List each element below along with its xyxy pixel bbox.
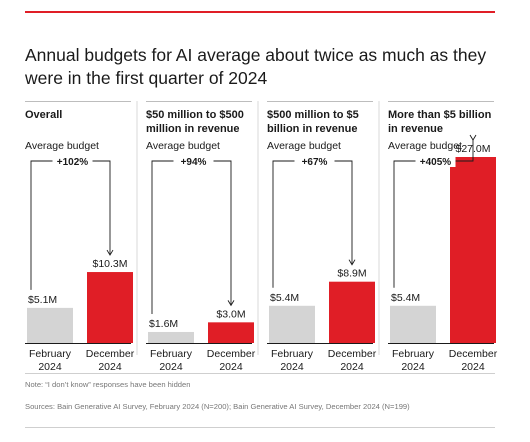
change-label-bg <box>415 154 456 167</box>
panel-subtitle: million in revenue <box>146 123 240 135</box>
panel-subtitle: billion in revenue <box>267 123 357 135</box>
value-label-december: $3.0M <box>216 308 245 320</box>
bar-december <box>329 281 375 343</box>
chart-area: Overall Average budget $5.1M $10.3M +102% Feb… <box>25 101 498 373</box>
panel-ylabel: Average budget <box>146 140 220 152</box>
change-label: +405% <box>420 157 452 168</box>
x-tick-month: February <box>150 348 193 360</box>
value-label-february: $5.4M <box>391 292 420 304</box>
panel-subtitle: in revenue <box>388 123 443 135</box>
value-label-december: $10.3M <box>92 258 127 270</box>
value-label-december: $8.9M <box>337 268 366 280</box>
change-connector <box>151 160 232 314</box>
change-label-bg <box>294 154 335 167</box>
x-tick-year: 2024 <box>340 361 364 373</box>
change-connector <box>30 160 111 290</box>
bar-february <box>269 305 315 343</box>
x-tick-year: 2024 <box>461 361 485 373</box>
x-tick-month: December <box>86 348 135 360</box>
chart-note: Note: “I don’t know” responses have been… <box>25 380 191 389</box>
change-label-bg <box>173 154 214 167</box>
bar-december <box>87 272 133 343</box>
chart-title: Annual budgets for AI average about twic… <box>25 45 487 88</box>
panel-subtitle: More than $5 billion <box>388 109 492 121</box>
value-label-february: $5.4M <box>270 292 299 304</box>
change-label: +102% <box>57 157 89 168</box>
chart-sources: Sources: Bain Generative AI Survey, Febr… <box>25 402 410 411</box>
value-label-february: $5.1M <box>28 294 57 306</box>
x-tick-month: December <box>328 348 377 360</box>
change-arrowhead <box>106 249 114 256</box>
bar-february <box>27 307 73 343</box>
value-label-february: $1.6M <box>149 318 178 330</box>
top-accent-line <box>25 11 495 13</box>
x-tick-year: 2024 <box>219 361 243 373</box>
change-arrowhead <box>227 300 235 307</box>
x-tick-year: 2024 <box>159 361 183 373</box>
change-label-bg <box>52 154 93 167</box>
panel-ylabel: Average budget <box>388 140 462 152</box>
panel-ylabel: Average budget <box>267 140 341 152</box>
bar-february <box>390 305 436 343</box>
bar-december <box>208 322 254 343</box>
change-arrowhead <box>348 259 356 266</box>
x-tick-month: December <box>449 348 498 360</box>
x-tick-year: 2024 <box>38 361 62 373</box>
note-divider <box>25 373 495 374</box>
bar-february <box>148 331 194 343</box>
x-tick-month: February <box>29 348 72 360</box>
panel-subtitle: $500 million to $5 <box>267 109 359 121</box>
panel-subtitle: $50 million to $500 <box>146 109 244 121</box>
x-tick-year: 2024 <box>401 361 425 373</box>
change-label: +67% <box>302 157 328 168</box>
bottom-divider <box>25 427 495 428</box>
panel-ylabel: Average budget <box>25 140 99 152</box>
change-label: +94% <box>181 157 207 168</box>
x-tick-year: 2024 <box>98 361 122 373</box>
x-tick-month: February <box>271 348 314 360</box>
panel-subtitle: Overall <box>25 109 62 121</box>
x-tick-month: February <box>392 348 435 360</box>
change-arrowhead <box>469 134 477 141</box>
x-tick-year: 2024 <box>280 361 304 373</box>
x-tick-month: December <box>207 348 256 360</box>
bar-december <box>450 157 496 343</box>
